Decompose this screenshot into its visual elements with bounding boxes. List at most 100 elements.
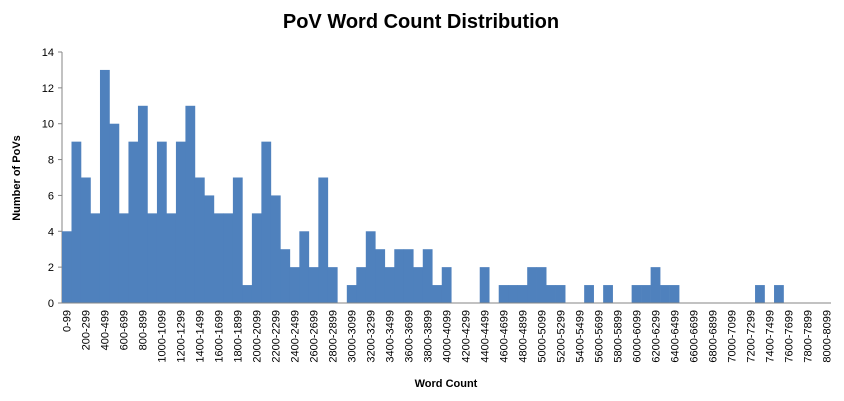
bar xyxy=(584,285,594,303)
bar xyxy=(441,267,452,303)
x-tick-label: 2800-2899 xyxy=(328,310,340,363)
bar xyxy=(403,249,414,303)
bar xyxy=(527,267,537,303)
bar xyxy=(413,267,424,303)
bar xyxy=(166,213,177,303)
x-axis-label: Word Count xyxy=(415,378,478,390)
bar xyxy=(261,141,272,303)
bar xyxy=(62,231,72,303)
bar xyxy=(308,267,319,303)
bar xyxy=(603,285,613,303)
y-tick-label: 0 xyxy=(48,298,54,310)
bar xyxy=(194,177,205,303)
bar xyxy=(90,213,101,303)
bar xyxy=(394,249,405,303)
bar xyxy=(498,285,509,303)
x-tick-label: 5200-5299 xyxy=(555,310,567,363)
bar xyxy=(365,231,376,303)
bar xyxy=(774,285,784,303)
x-tick-label: 6800-6899 xyxy=(707,310,719,363)
bar xyxy=(109,123,120,303)
bar xyxy=(147,213,158,303)
y-tick-label: 12 xyxy=(42,83,54,95)
bar xyxy=(555,285,566,303)
bar xyxy=(185,105,196,304)
x-tick-label: 0-99 xyxy=(62,310,74,332)
y-tick-label: 4 xyxy=(48,226,54,238)
bar xyxy=(213,213,224,303)
bar xyxy=(479,267,490,303)
bar xyxy=(422,249,433,303)
bar xyxy=(650,267,661,303)
bar xyxy=(318,177,329,303)
x-tick-label: 5800-5899 xyxy=(612,310,624,363)
bar xyxy=(232,177,243,303)
x-tick-label: 5000-5099 xyxy=(536,310,548,363)
chart-title: PoV Word Count Distribution xyxy=(283,11,559,33)
x-tick-label: 4600-4699 xyxy=(498,310,510,363)
bar xyxy=(384,267,395,303)
y-tick-label: 10 xyxy=(42,119,54,131)
x-tick-label: 6000-6099 xyxy=(631,310,643,363)
x-tick-label: 1800-1899 xyxy=(233,310,245,363)
x-tick-label: 2200-2299 xyxy=(271,310,283,363)
x-tick-label: 6400-6499 xyxy=(669,310,681,363)
bar xyxy=(223,213,234,303)
x-tick-label: 6600-6699 xyxy=(688,310,700,363)
x-tick-label: 800-899 xyxy=(138,310,150,350)
bar xyxy=(356,267,367,303)
x-tick-label: 2400-2499 xyxy=(290,310,302,363)
x-tick-label: 2000-2099 xyxy=(252,310,264,363)
x-tick-label: 7800-7899 xyxy=(802,310,814,363)
x-tick-label: 1400-1499 xyxy=(195,310,207,363)
y-tick-label: 2 xyxy=(48,262,54,274)
x-tick-label: 2600-2699 xyxy=(309,310,321,363)
y-tick-label: 14 xyxy=(42,47,54,59)
x-tick-label: 200-299 xyxy=(81,310,93,350)
y-tick-label: 8 xyxy=(48,155,54,167)
bar xyxy=(242,285,253,303)
x-tick-label: 3400-3499 xyxy=(385,310,397,363)
bar xyxy=(270,195,281,303)
x-tick-label: 5400-5499 xyxy=(574,310,586,363)
bar xyxy=(118,213,129,303)
x-tick-label: 3200-3299 xyxy=(366,310,378,363)
x-tick-label: 1000-1099 xyxy=(157,310,169,363)
bar xyxy=(660,285,670,303)
x-tick-label: 3000-3099 xyxy=(347,310,359,363)
x-tick-label: 4800-4899 xyxy=(517,310,529,363)
x-tick-label: 5600-5699 xyxy=(593,310,605,363)
bar xyxy=(432,285,443,303)
bar xyxy=(156,141,167,303)
x-tick-label: 7000-7099 xyxy=(726,310,738,363)
y-tick-label: 6 xyxy=(48,190,54,202)
bar xyxy=(204,195,215,303)
bar xyxy=(137,105,148,304)
bar xyxy=(327,267,338,303)
bar xyxy=(669,285,680,303)
x-tick-label: 4200-4299 xyxy=(460,310,472,363)
x-tick-label: 8000-8099 xyxy=(821,310,833,363)
x-tick-label: 3800-3899 xyxy=(423,310,435,363)
bar xyxy=(517,285,528,303)
bar xyxy=(128,141,139,303)
bar xyxy=(280,249,291,303)
bar xyxy=(536,267,547,303)
x-tick-label: 4000-4099 xyxy=(442,310,454,363)
y-axis-label: Number of PoVs xyxy=(11,135,23,221)
x-tick-label: 7200-7299 xyxy=(745,310,757,363)
bar xyxy=(251,213,262,303)
bar xyxy=(508,285,519,303)
x-tick-label: 6200-6299 xyxy=(650,310,662,363)
bar xyxy=(346,285,357,303)
bar xyxy=(631,285,642,303)
bar xyxy=(99,69,110,303)
x-tick-label: 600-699 xyxy=(119,310,131,350)
bar xyxy=(375,249,386,303)
bar xyxy=(175,141,186,303)
bar xyxy=(641,285,651,303)
x-tick-label: 1200-1299 xyxy=(176,310,188,363)
x-tick-label: 3600-3699 xyxy=(404,310,416,363)
bar xyxy=(755,285,765,303)
